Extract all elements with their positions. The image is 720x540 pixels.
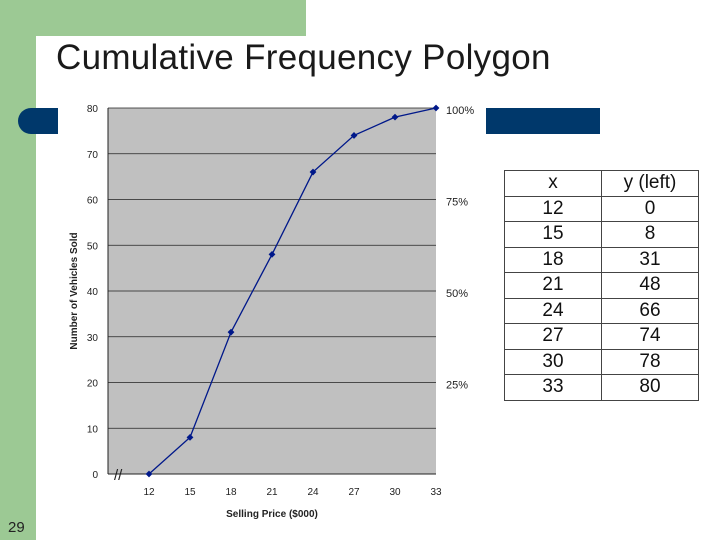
table-cell-x: 30 bbox=[504, 348, 602, 375]
table-cell-x: 27 bbox=[504, 323, 602, 350]
x-tick-label: 24 bbox=[307, 487, 319, 498]
y-tick-label: 20 bbox=[87, 379, 99, 390]
table-header-row: x y (left) bbox=[504, 170, 699, 197]
table-header-y: y (left) bbox=[601, 170, 699, 197]
x-tick-label: 12 bbox=[143, 487, 155, 498]
table-cell-x: 21 bbox=[504, 272, 602, 299]
data-table: x y (left) 12 0 15 8 18 31 21 48 24 66 27 74 30 78 33 8… bbox=[504, 170, 699, 401]
y-tick-label: 40 bbox=[87, 287, 99, 298]
data-point bbox=[391, 113, 399, 121]
table-cell-x: 12 bbox=[504, 195, 602, 222]
slide-number: 29 bbox=[8, 519, 25, 536]
x-tick-label: 15 bbox=[184, 487, 196, 498]
right-percent-label: 25% bbox=[446, 380, 468, 392]
page-title: Cumulative Frequency Polygon bbox=[56, 38, 551, 77]
y-tick-label: 30 bbox=[87, 333, 99, 344]
x-tick-label: 27 bbox=[348, 487, 360, 498]
table-cell-y: 78 bbox=[601, 348, 699, 375]
right-percent-label: 75% bbox=[446, 197, 468, 209]
table-cell-x: 24 bbox=[504, 297, 602, 324]
table-cell-x: 33 bbox=[504, 374, 602, 401]
green-header-bar bbox=[0, 0, 306, 36]
x-tick-label: 18 bbox=[225, 487, 237, 498]
blue-accent-left bbox=[18, 108, 58, 134]
table-row: 15 8 bbox=[504, 221, 699, 248]
right-percent-label: 50% bbox=[446, 288, 468, 300]
axis-break-mark: // bbox=[114, 467, 123, 484]
x-tick-label: 30 bbox=[389, 487, 401, 498]
data-point bbox=[227, 328, 235, 336]
y-tick-label: 60 bbox=[87, 196, 99, 207]
data-point bbox=[309, 168, 317, 176]
table-row: 33 80 bbox=[504, 374, 699, 401]
table-cell-x: 18 bbox=[504, 246, 602, 273]
table-row: 21 48 bbox=[504, 272, 699, 299]
table-cell-x: 15 bbox=[504, 221, 602, 248]
table-cell-y: 66 bbox=[601, 297, 699, 324]
x-tick-label: 21 bbox=[266, 487, 278, 498]
green-sidebar bbox=[0, 0, 36, 540]
blue-accent-right bbox=[486, 108, 600, 134]
table-header-x: x bbox=[504, 170, 602, 197]
y-tick-label: 10 bbox=[87, 424, 99, 435]
y-axis-title: Number of Vehicles Sold bbox=[69, 232, 80, 349]
x-tick-label: 33 bbox=[430, 487, 442, 498]
table-cell-y: 48 bbox=[601, 272, 699, 299]
data-point bbox=[186, 434, 194, 441]
table-row: 18 31 bbox=[504, 246, 699, 273]
table-cell-y: 31 bbox=[601, 246, 699, 273]
data-point bbox=[350, 132, 358, 139]
data-point bbox=[268, 251, 276, 258]
y-tick-label: 50 bbox=[87, 241, 99, 252]
y-tick-label: 0 bbox=[92, 470, 98, 481]
y-tick-label: 70 bbox=[87, 150, 99, 161]
right-percent-label: 100% bbox=[446, 105, 474, 117]
table-row: 24 66 bbox=[504, 297, 699, 324]
table-cell-y: 0 bbox=[601, 195, 699, 222]
table-cell-y: 74 bbox=[601, 323, 699, 350]
x-axis-title: Selling Price ($000) bbox=[226, 509, 318, 520]
y-tick-label: 80 bbox=[87, 104, 99, 115]
series-line bbox=[148, 107, 437, 475]
data-point bbox=[432, 104, 440, 112]
table-row: 30 78 bbox=[504, 348, 699, 375]
table-row: 27 74 bbox=[504, 323, 699, 350]
table-cell-y: 80 bbox=[601, 374, 699, 401]
data-point bbox=[145, 470, 153, 478]
table-row: 12 0 bbox=[504, 195, 699, 222]
table-cell-y: 8 bbox=[601, 221, 699, 248]
